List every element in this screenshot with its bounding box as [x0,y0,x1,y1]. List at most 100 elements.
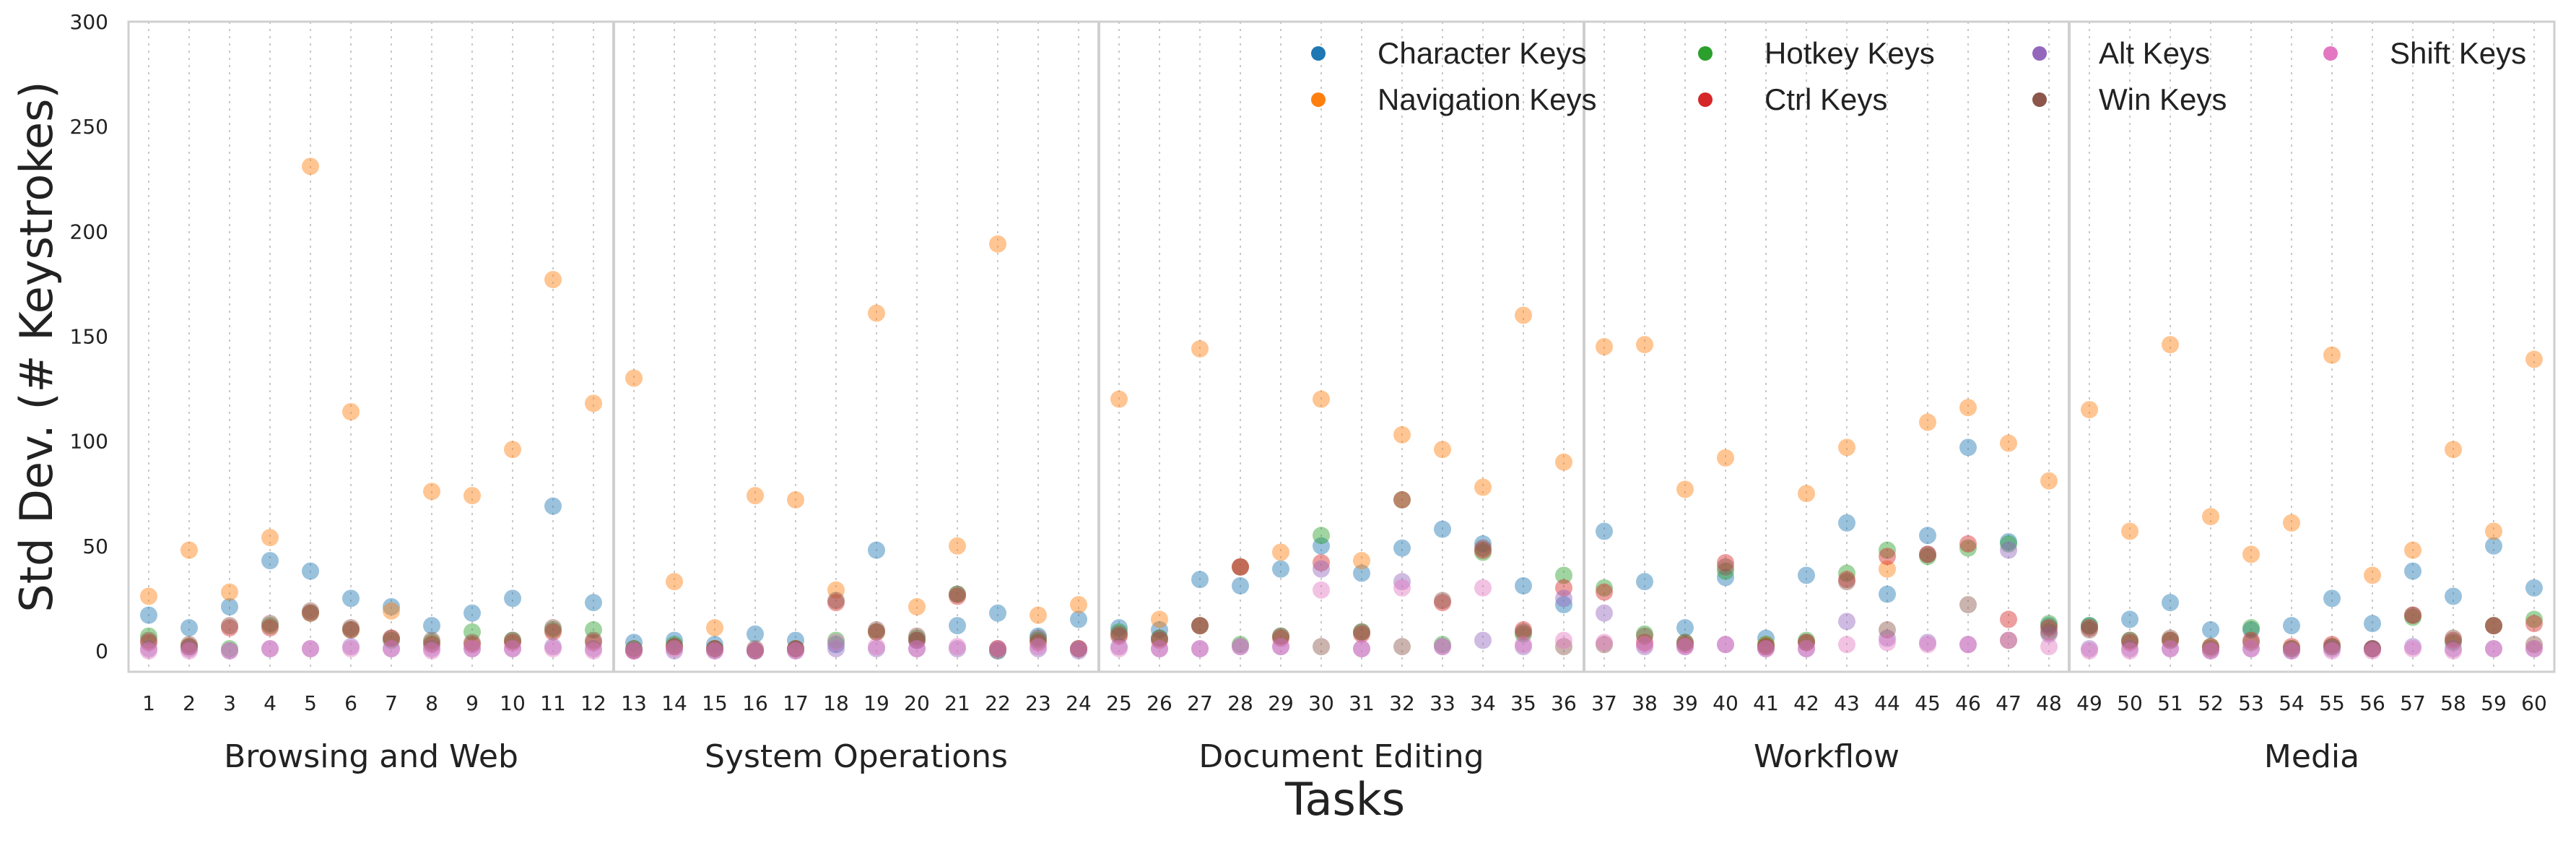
x-tick-label: 23 [1025,691,1051,715]
x-tick-label: 10 [500,691,526,715]
point-ctrl-keys [1272,629,1289,647]
x-tick-label: 37 [1591,691,1617,715]
point-character-keys [140,606,157,624]
point-alt-keys [949,640,966,658]
point-alt-keys [1030,640,1047,658]
point-alt-keys [989,641,1006,660]
point-alt-keys [2242,640,2260,658]
point-character-keys [625,634,643,652]
point-win-keys [221,617,238,635]
point-alt-keys [1676,638,1694,656]
point-hotkey-keys [2525,610,2543,628]
point-alt-keys [2364,640,2381,658]
point-ctrl-keys [1596,583,1613,601]
point-character-keys [827,636,845,654]
x-tick-label: 34 [1470,691,1496,715]
point-win-keys [2485,617,2502,635]
point-hotkey-keys [1353,623,1370,641]
point-alt-keys [2000,541,2017,559]
point-ctrl-keys [1232,558,1249,576]
point-navigation-keys [1191,340,1209,358]
x-tick-label: 36 [1551,691,1577,715]
point-alt-keys [1717,636,1734,654]
point-character-keys [2242,621,2260,639]
point-character-keys [1838,514,1855,532]
x-tick-label: 9 [466,691,479,715]
point-navigation-keys [1434,441,1451,459]
point-navigation-keys [1070,596,1087,614]
point-navigation-keys [827,581,845,599]
x-tick-label: 16 [742,691,768,715]
y-tick-label: 100 [70,430,108,454]
y-tick-label: 300 [70,10,108,34]
point-ctrl-keys [261,619,279,637]
point-ctrl-keys [989,640,1006,658]
point-win-keys [1110,625,1128,643]
point-shift-keys [747,641,764,660]
x-tick-label: 56 [2359,691,2385,715]
x-tick-label: 57 [2400,691,2426,715]
y-tick-label: 250 [70,115,108,139]
point-navigation-keys [2323,346,2341,364]
point-hotkey-keys [383,631,400,649]
point-character-keys [2525,579,2543,597]
point-win-keys [1515,623,1532,641]
point-navigation-keys [464,487,481,505]
point-character-keys [1353,564,1370,582]
point-shift-keys [1232,638,1249,656]
group-separators [612,22,2071,672]
point-character-keys [1191,571,1209,589]
point-shift-keys [1110,640,1128,658]
x-axis-title: Tasks [1284,773,1405,826]
x-tick-label: 21 [944,691,970,715]
x-tick-label: 43 [1834,691,1860,715]
legend-item-alt-keys: Alt Keys [2032,36,2210,70]
point-hotkey-keys [666,636,683,654]
point-hotkey-keys [1272,627,1289,645]
group-label: Workflow [1754,738,1900,775]
point-alt-keys [1515,638,1532,656]
x-tick-label: 13 [621,691,647,715]
point-shift-keys [787,641,804,660]
point-navigation-keys [140,587,157,605]
point-character-keys [2121,610,2138,628]
legend-item-character-keys: Character Keys [1311,36,1586,70]
point-alt-keys [1151,640,1168,658]
point-ctrl-keys [666,638,683,656]
point-alt-keys [706,641,723,660]
point-win-keys [261,615,279,633]
point-navigation-keys [2404,541,2421,559]
point-hotkey-keys [1879,541,1896,559]
point-navigation-keys [1555,453,1572,471]
point-navigation-keys [787,490,804,509]
point-ctrl-keys [827,594,845,612]
legend-marker [1311,46,1326,61]
point-character-keys [1676,619,1694,637]
point-win-keys [1596,636,1613,654]
point-shift-keys [1959,636,1977,654]
point-ctrl-keys [1717,554,1734,572]
point-hotkey-keys [2485,617,2502,635]
point-ctrl-keys [1393,490,1411,509]
legend-marker [2032,92,2047,107]
point-character-keys [1393,539,1411,557]
point-hotkey-keys [1757,636,1775,654]
point-shift-keys [625,641,643,660]
point-win-keys [2445,629,2462,647]
x-tick-label: 33 [1430,691,1455,715]
point-alt-keys [2445,640,2462,658]
point-win-keys [504,631,521,649]
point-alt-keys [504,640,521,658]
point-hotkey-keys [1232,636,1249,654]
point-win-keys [2202,640,2219,658]
point-win-keys [2162,629,2179,647]
point-hotkey-keys [1717,562,1734,580]
point-hotkey-keys [261,617,279,635]
point-character-keys [2040,617,2058,635]
point-navigation-keys [1596,338,1613,355]
point-ctrl-keys [2202,638,2219,656]
point-ctrl-keys [625,641,643,660]
point-win-keys [2121,631,2138,649]
legend-label: Navigation Keys [1378,82,1597,116]
point-ctrl-keys [2323,636,2341,654]
